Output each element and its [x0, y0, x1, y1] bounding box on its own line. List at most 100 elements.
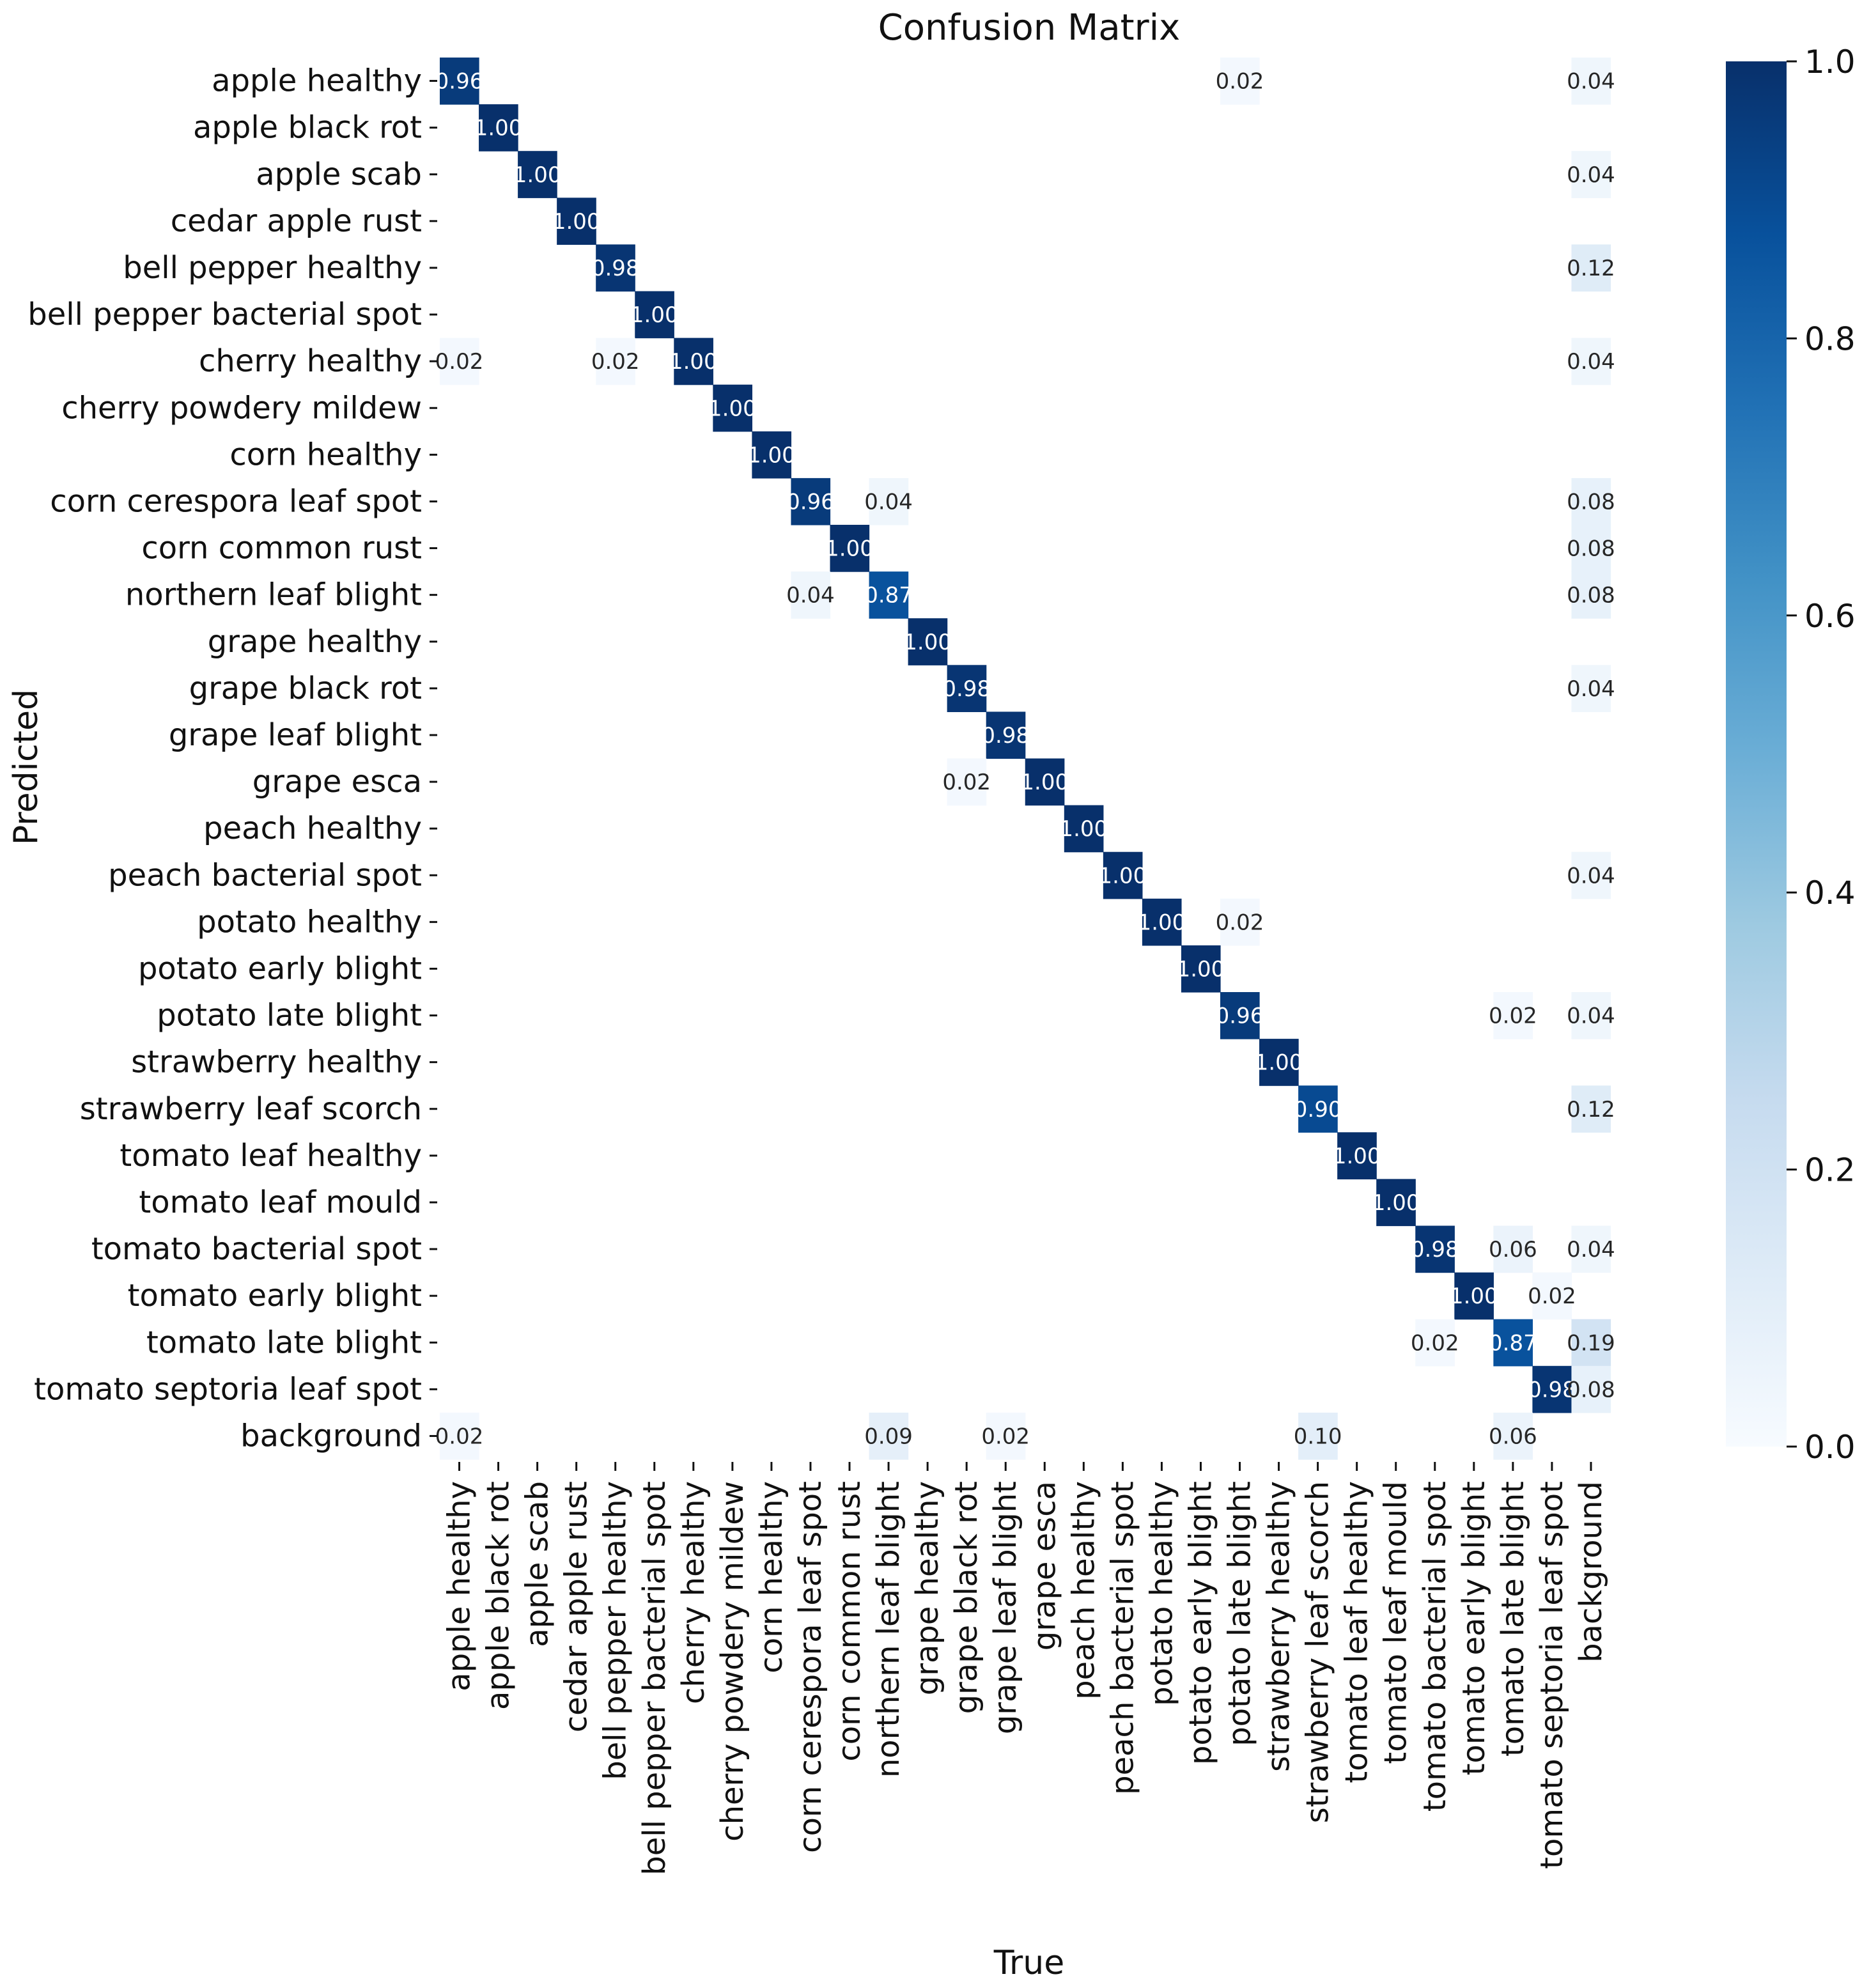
cell-value-label: 0.19	[1567, 1330, 1615, 1356]
cell-value-label: 1.00	[903, 630, 952, 655]
y-tick-label: strawberry healthy	[131, 1044, 422, 1080]
cell-value-label: 0.06	[1489, 1424, 1537, 1449]
colorbar-tick-label: 0.0	[1804, 1429, 1856, 1466]
heatmap-cell	[1220, 898, 1260, 946]
cell-value-label: 0.87	[864, 583, 913, 609]
cell-value-label: 1.00	[552, 209, 601, 235]
heatmap-cell	[1337, 1132, 1377, 1179]
heatmap-cell	[1532, 1365, 1572, 1413]
cell-value-label: 0.02	[1489, 1004, 1537, 1029]
heatmap-cell	[1064, 805, 1104, 853]
x-tick-label: strawberry leaf scorch	[1300, 1481, 1336, 1823]
cell-value-label: 0.04	[1567, 69, 1615, 95]
y-tick-label: potato healthy	[197, 904, 422, 940]
heatmap-cell	[1181, 945, 1221, 993]
y-tick-labels: apple healthy apple black rot apple scab ce…	[27, 63, 437, 1454]
cell-value-label: 0.04	[1567, 1004, 1615, 1029]
cell-value-label: 0.02	[1216, 69, 1264, 95]
heatmap-cell	[830, 525, 870, 572]
x-tick-label: northern leaf blight	[871, 1481, 906, 1778]
chart-title: Confusion Matrix	[878, 7, 1181, 49]
cell-value-label: 0.98	[591, 256, 640, 281]
y-tick-label: tomato bacterial spot	[91, 1231, 422, 1267]
cell-value-label: 0.04	[1567, 162, 1615, 188]
colorbar: 0.0 0.2 0.4 0.6 0.8 1.0	[1726, 43, 1856, 1466]
heatmap-cell	[1259, 1039, 1299, 1086]
cell-value-label: 1.00	[1372, 1190, 1420, 1216]
x-tick-label: tomato early blight	[1456, 1481, 1492, 1775]
cell-value-label: 0.10	[1294, 1424, 1342, 1449]
cell-value-label: 0.12	[1567, 256, 1615, 281]
y-tick-label: potato late blight	[157, 998, 422, 1034]
cell-value-label: 0.08	[1567, 1377, 1615, 1402]
heatmap-cell	[1571, 58, 1611, 105]
cell-value-label: 0.02	[435, 1424, 484, 1449]
heatmap-cell	[869, 1412, 909, 1460]
colorbar-tick-label: 0.6	[1804, 598, 1856, 635]
heatmap-cell	[440, 1412, 479, 1460]
colorbar-tick-label: 0.4	[1804, 874, 1856, 912]
heatmap-cell	[1220, 992, 1260, 1039]
y-tick-label: apple black rot	[193, 110, 422, 146]
x-tick-label: potato healthy	[1144, 1481, 1179, 1706]
heatmap-cell	[1376, 1179, 1416, 1227]
heatmap-cell	[869, 478, 909, 525]
heatmap-cell	[596, 244, 635, 292]
heatmap-cell	[1571, 571, 1611, 619]
x-tick-label: tomato leaf mould	[1378, 1481, 1414, 1764]
y-tick-label: cedar apple rust	[171, 203, 422, 239]
x-tick-label: tomato leaf healthy	[1339, 1481, 1375, 1783]
heatmap-cell	[596, 338, 635, 385]
cell-value-label: 0.98	[1528, 1377, 1576, 1402]
cell-value-label: 0.09	[864, 1424, 913, 1449]
y-tick-label: cherry powdery mildew	[61, 390, 422, 426]
cell-value-label: 0.98	[981, 723, 1030, 749]
cell-value-label: 0.98	[942, 676, 991, 702]
x-tick-label: corn healthy	[754, 1481, 789, 1673]
y-tick-label: tomato septoria leaf spot	[34, 1371, 422, 1407]
cell-value-label: 0.02	[942, 770, 991, 795]
heatmap-cell	[1571, 151, 1611, 198]
heatmap-cell	[986, 1412, 1026, 1460]
y-tick-label: tomato leaf mould	[139, 1184, 422, 1220]
heatmap-cell	[440, 338, 479, 385]
cell-value-label: 1.00	[825, 536, 874, 562]
colorbar-tick-label: 0.8	[1804, 320, 1856, 357]
x-tick-label: cherry powdery mildew	[715, 1481, 750, 1842]
heatmap-cell	[752, 431, 792, 479]
y-tick-label: potato early blight	[138, 951, 422, 986]
heatmap-cell	[1571, 1319, 1611, 1367]
heatmap-cell	[1571, 244, 1611, 292]
heatmap-cell	[1415, 1319, 1455, 1367]
x-tick-label: grape healthy	[910, 1481, 945, 1695]
y-tick-label: cherry healthy	[199, 343, 422, 379]
cell-value-label: 0.04	[1567, 1237, 1615, 1262]
heatmap-cell	[908, 618, 948, 665]
x-tick-label: peach bacterial spot	[1105, 1481, 1140, 1795]
y-tick-label: peach healthy	[203, 811, 422, 846]
heatmap-cell	[674, 338, 713, 385]
x-tick-labels: apple healthy apple black rot apple scab ce…	[442, 1462, 1609, 1875]
cell-value-label: 1.00	[708, 396, 757, 421]
heatmap-cell	[1571, 665, 1611, 712]
cell-value-label: 0.02	[981, 1424, 1030, 1449]
heatmap-cell	[1220, 58, 1260, 105]
heatmap-cell	[1571, 992, 1611, 1039]
y-tick-label: northern leaf blight	[125, 577, 422, 613]
y-tick-label: grape black rot	[189, 671, 422, 706]
cell-value-label: 0.06	[1489, 1237, 1537, 1262]
heatmap-cell	[1571, 1225, 1611, 1273]
heatmap-cell	[440, 58, 479, 105]
cell-value-label: 0.02	[1411, 1330, 1459, 1356]
cell-value-label: 0.08	[1567, 583, 1615, 609]
heatmap-cell	[1493, 1319, 1533, 1367]
cell-value-label: 1.00	[1255, 1050, 1303, 1076]
cell-value-label: 1.00	[1099, 863, 1147, 889]
x-axis-title: True	[993, 1944, 1064, 1982]
cell-value-label: 1.00	[747, 442, 796, 468]
y-tick-label: bell pepper healthy	[123, 250, 422, 286]
cell-value-label: 0.98	[1411, 1237, 1459, 1262]
x-tick-label: bell pepper healthy	[598, 1481, 633, 1780]
cell-value-label: 1.00	[1138, 910, 1186, 935]
heatmap-cell	[1415, 1225, 1455, 1273]
